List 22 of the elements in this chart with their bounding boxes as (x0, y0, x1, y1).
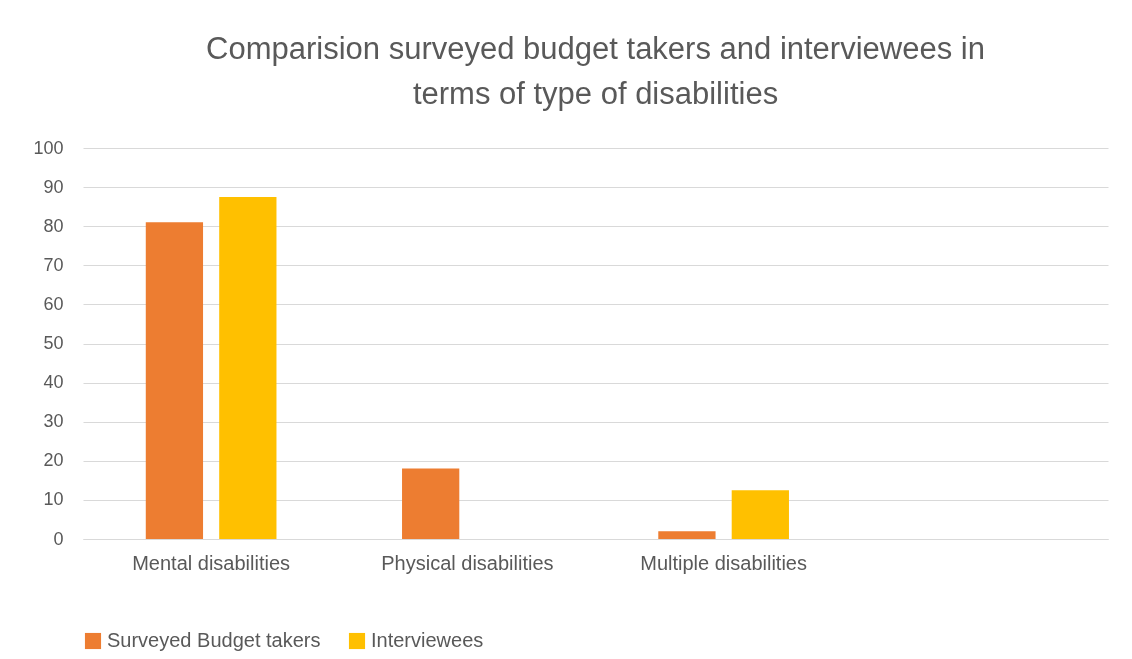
y-tick-label: 40 (43, 372, 64, 393)
y-tick-label: 90 (43, 176, 64, 197)
y-tick-label: 0 (53, 528, 64, 549)
bar (658, 531, 716, 539)
y-tick-label: 20 (43, 450, 64, 471)
y-tick-label: 70 (43, 254, 64, 275)
y-tick-label: 100 (33, 137, 64, 158)
y-tick-label: 50 (43, 333, 64, 353)
x-tick-label: Multiple disabilities (640, 551, 807, 574)
y-tick-label: 60 (43, 293, 64, 314)
bar (145, 222, 204, 539)
y-tick-label: 30 (43, 411, 64, 432)
x-tick-label: Physical disabilities (381, 551, 554, 574)
x-tick-label: Mental disabilities (132, 551, 291, 574)
chart-title: Comparision surveyed budget takers and interviewees in terms of type of disabilities (206, 31, 985, 111)
y-tick-label: 10 (43, 489, 64, 510)
bar (402, 468, 460, 539)
y-tick-label: 80 (43, 215, 64, 236)
legend-label: Interviewees (371, 629, 484, 651)
bar (219, 196, 277, 539)
bar (731, 490, 789, 539)
legend-label: Surveyed Budget takers (107, 629, 321, 651)
